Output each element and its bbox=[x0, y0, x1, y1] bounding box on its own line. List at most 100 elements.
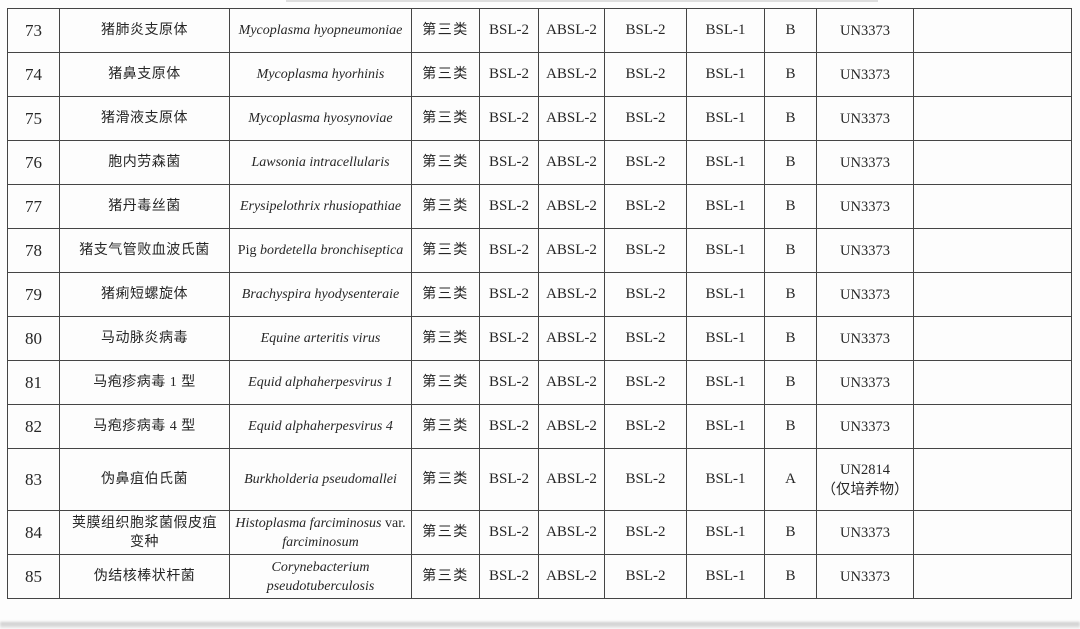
bsl-cell-4: BSL-1 bbox=[686, 316, 765, 361]
table-row: 76 胞内劳森菌 Lawsonia intracellularis 第三类 BSL-2 A… bbox=[7, 140, 1072, 185]
animal-absl-cell: ABSL-2 bbox=[538, 52, 605, 97]
bsl-cell-3: BSL-2 bbox=[604, 184, 687, 229]
pathogen-name-latin: Equid alphaherpesvirus 4 bbox=[229, 404, 412, 449]
lab-bsl-cell: BSL-2 bbox=[479, 404, 539, 449]
note-cell bbox=[913, 554, 1072, 599]
bsl-cell-3: BSL-2 bbox=[604, 140, 687, 185]
top-edge-artifact bbox=[286, 0, 878, 2]
row-number: 74 bbox=[7, 52, 60, 97]
un-number-cell: UN3373 bbox=[816, 140, 914, 185]
bsl-cell-4: BSL-1 bbox=[686, 404, 765, 449]
bsl-cell-3: BSL-2 bbox=[604, 554, 687, 599]
animal-absl-cell: ABSL-2 bbox=[538, 360, 605, 405]
row-number: 78 bbox=[7, 228, 60, 273]
note-cell bbox=[913, 316, 1072, 361]
row-number: 75 bbox=[7, 96, 60, 141]
un-number-cell: UN3373 bbox=[816, 554, 914, 599]
transport-group-cell: B bbox=[764, 184, 817, 229]
un-number-cell: UN3373 bbox=[816, 510, 914, 555]
pathogen-name-latin: Equine arteritis virus bbox=[229, 316, 412, 361]
pathogen-name-cn: 马疱疹病毒 1 型 bbox=[59, 360, 230, 405]
pathogen-name-cn: 猪丹毒丝菌 bbox=[59, 184, 230, 229]
category-cell: 第三类 bbox=[411, 404, 480, 449]
lab-bsl-cell: BSL-2 bbox=[479, 360, 539, 405]
un-number-cell: UN3373 bbox=[816, 272, 914, 317]
lab-bsl-cell: BSL-2 bbox=[479, 8, 539, 53]
table-row: 84 荚膜组织胞浆菌假皮疽变种 Histoplasma farciminosus v… bbox=[7, 510, 1072, 555]
category-cell: 第三类 bbox=[411, 272, 480, 317]
pathogen-name-cn: 猪肺炎支原体 bbox=[59, 8, 230, 53]
bsl-cell-3: BSL-2 bbox=[604, 448, 687, 511]
table-row: 82 马疱疹病毒 4 型 Equid alphaherpesvirus 4 第三类 BS… bbox=[7, 404, 1072, 449]
pathogen-name-cn: 伪结核棒状杆菌 bbox=[59, 554, 230, 599]
bsl-cell-4: BSL-1 bbox=[686, 510, 765, 555]
transport-group-cell: B bbox=[764, 404, 817, 449]
pathogen-name-latin: Erysipelothrix rhusiopathiae bbox=[229, 184, 412, 229]
lab-bsl-cell: BSL-2 bbox=[479, 448, 539, 511]
transport-group-cell: B bbox=[764, 554, 817, 599]
lab-bsl-cell: BSL-2 bbox=[479, 140, 539, 185]
pathogen-name-latin: Corynebacterium pseudotuberculosis bbox=[229, 554, 412, 599]
animal-absl-cell: ABSL-2 bbox=[538, 228, 605, 273]
bsl-cell-3: BSL-2 bbox=[604, 8, 687, 53]
pathogen-name-cn: 猪支气管败血波氏菌 bbox=[59, 228, 230, 273]
table-row: 78 猪支气管败血波氏菌 Pig bordetella bronchiseptica… bbox=[7, 228, 1072, 273]
animal-absl-cell: ABSL-2 bbox=[538, 8, 605, 53]
transport-group-cell: B bbox=[764, 316, 817, 361]
note-cell bbox=[913, 448, 1072, 511]
bsl-cell-4: BSL-1 bbox=[686, 272, 765, 317]
category-cell: 第三类 bbox=[411, 360, 480, 405]
bsl-cell-3: BSL-2 bbox=[604, 510, 687, 555]
note-cell bbox=[913, 510, 1072, 555]
pathogen-name-latin: Mycoplasma hyorhinis bbox=[229, 52, 412, 97]
pathogen-name-latin: Burkholderia pseudomallei bbox=[229, 448, 412, 511]
bsl-cell-4: BSL-1 bbox=[686, 8, 765, 53]
lab-bsl-cell: BSL-2 bbox=[479, 272, 539, 317]
lab-bsl-cell: BSL-2 bbox=[479, 554, 539, 599]
bsl-cell-4: BSL-1 bbox=[686, 360, 765, 405]
bsl-cell-4: BSL-1 bbox=[686, 52, 765, 97]
category-cell: 第三类 bbox=[411, 96, 480, 141]
bsl-cell-4: BSL-1 bbox=[686, 554, 765, 599]
row-number: 80 bbox=[7, 316, 60, 361]
pathogen-name-cn: 马动脉炎病毒 bbox=[59, 316, 230, 361]
un-number-cell: UN3373 bbox=[816, 404, 914, 449]
note-cell bbox=[913, 404, 1072, 449]
table-row: 77 猪丹毒丝菌 Erysipelothrix rhusiopathiae 第三类 BS… bbox=[7, 184, 1072, 229]
category-cell: 第三类 bbox=[411, 228, 480, 273]
pathogen-biosafety-table: 73 猪肺炎支原体 Mycoplasma hyopneumoniae 第三类 BSL-2… bbox=[7, 8, 1072, 599]
pathogen-name-cn: 猪鼻支原体 bbox=[59, 52, 230, 97]
lab-bsl-cell: BSL-2 bbox=[479, 184, 539, 229]
pathogen-name-cn: 胞内劳森菌 bbox=[59, 140, 230, 185]
transport-group-cell: B bbox=[764, 272, 817, 317]
bsl-cell-4: BSL-1 bbox=[686, 448, 765, 511]
animal-absl-cell: ABSL-2 bbox=[538, 448, 605, 511]
note-cell bbox=[913, 52, 1072, 97]
table-row: 85 伪结核棒状杆菌 Corynebacterium pseudotuberculo… bbox=[7, 554, 1072, 599]
un-number-cell: UN3373 bbox=[816, 316, 914, 361]
table-body: 73 猪肺炎支原体 Mycoplasma hyopneumoniae 第三类 BSL-2… bbox=[7, 8, 1072, 599]
animal-absl-cell: ABSL-2 bbox=[538, 316, 605, 361]
table-row: 83 伪鼻疽伯氏菌 Burkholderia pseudomallei 第三类 BSL-… bbox=[7, 448, 1072, 511]
note-cell bbox=[913, 140, 1072, 185]
animal-absl-cell: ABSL-2 bbox=[538, 184, 605, 229]
bsl-cell-3: BSL-2 bbox=[604, 272, 687, 317]
category-cell: 第三类 bbox=[411, 140, 480, 185]
animal-absl-cell: ABSL-2 bbox=[538, 404, 605, 449]
animal-absl-cell: ABSL-2 bbox=[538, 554, 605, 599]
bsl-cell-3: BSL-2 bbox=[604, 316, 687, 361]
un-number-cell: UN3373 bbox=[816, 184, 914, 229]
transport-group-cell: B bbox=[764, 360, 817, 405]
row-number: 82 bbox=[7, 404, 60, 449]
pathogen-name-latin: Histoplasma farciminosus var. farciminos… bbox=[229, 510, 412, 555]
category-cell: 第三类 bbox=[411, 510, 480, 555]
row-number: 85 bbox=[7, 554, 60, 599]
pathogen-name-latin: Lawsonia intracellularis bbox=[229, 140, 412, 185]
pathogen-name-latin: Mycoplasma hyosynoviae bbox=[229, 96, 412, 141]
note-cell bbox=[913, 8, 1072, 53]
table-row: 81 马疱疹病毒 1 型 Equid alphaherpesvirus 1 第三类 BS… bbox=[7, 360, 1072, 405]
un-number-cell: UN2814 （仅培养物） bbox=[816, 448, 914, 511]
pathogen-name-cn: 荚膜组织胞浆菌假皮疽变种 bbox=[59, 510, 230, 555]
pathogen-name-latin: Equid alphaherpesvirus 1 bbox=[229, 360, 412, 405]
